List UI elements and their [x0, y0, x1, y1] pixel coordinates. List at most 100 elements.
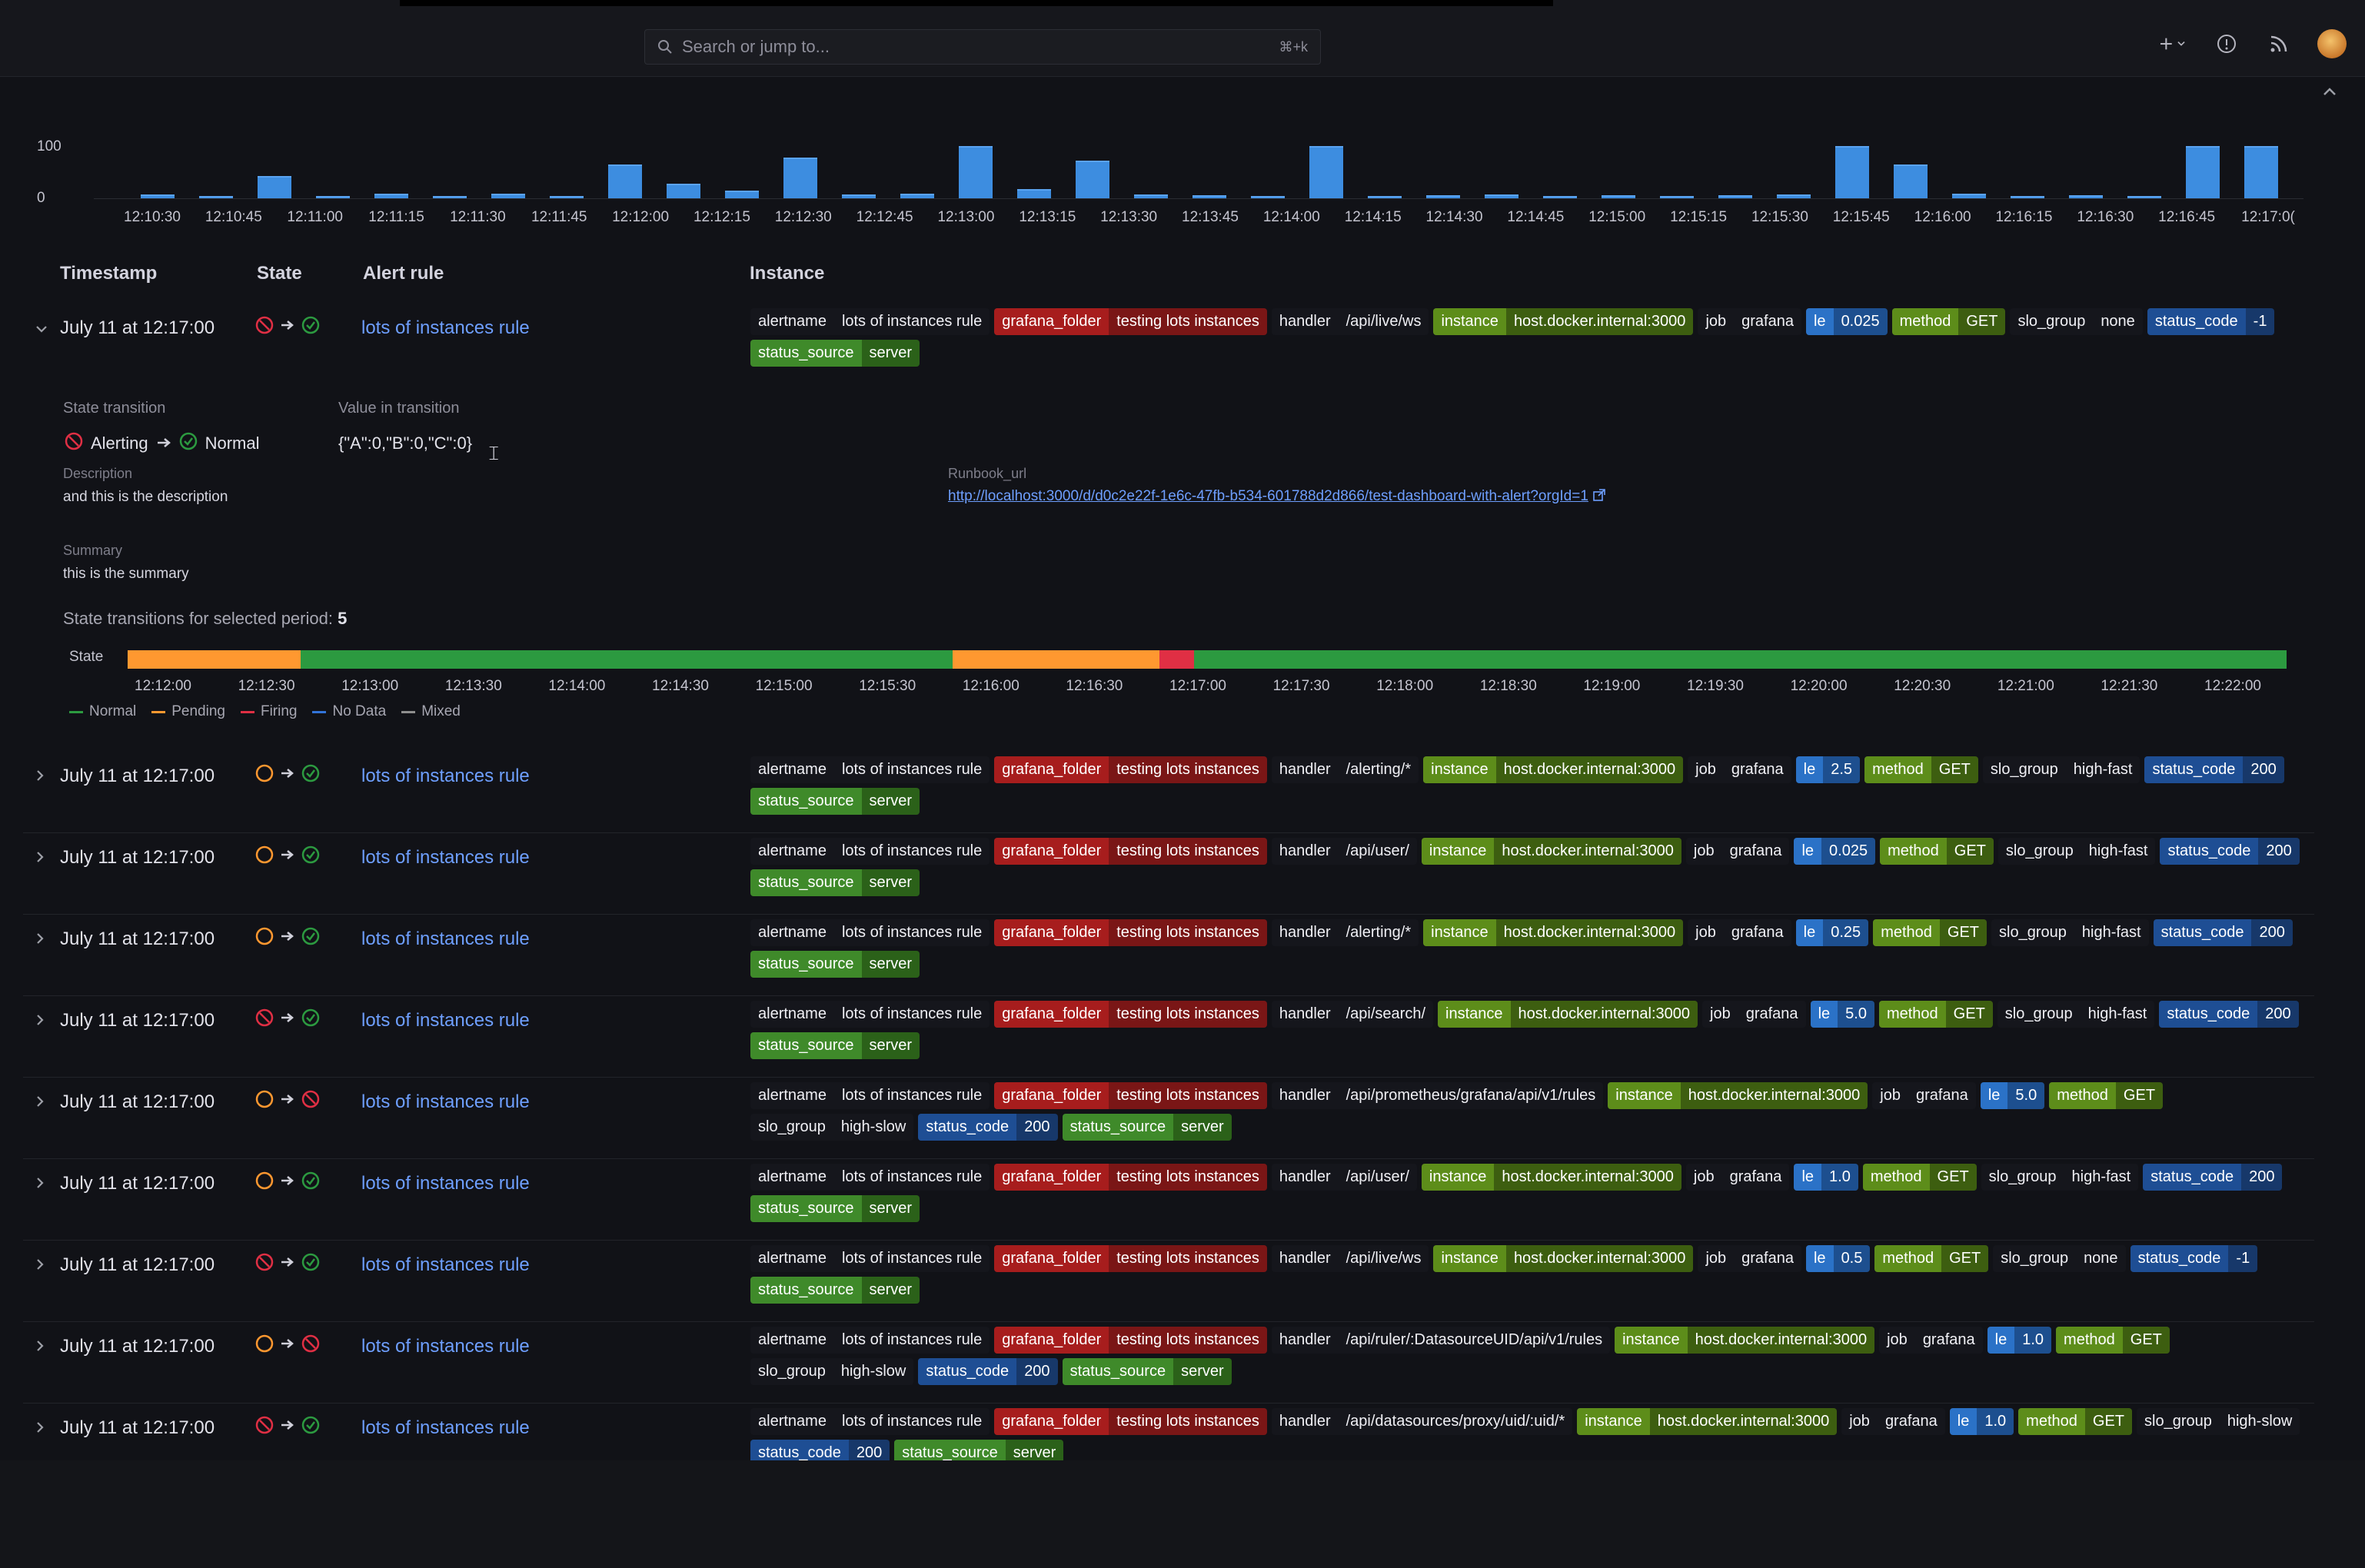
label-method[interactable]: method GET: [2056, 1327, 2170, 1354]
alert-rule-link[interactable]: lots of instances rule: [361, 1254, 530, 1275]
collapse-chevron-icon[interactable]: [2322, 86, 2337, 101]
label-grafana-folder[interactable]: grafana_folder testing lots instances: [994, 1082, 1267, 1109]
label-status-code[interactable]: status_code 200: [2144, 756, 2284, 783]
label-job[interactable]: job grafana: [1698, 308, 1801, 335]
label-status-source[interactable]: status_source server: [750, 869, 920, 896]
expand-row-chevron-icon[interactable]: [35, 769, 45, 786]
label-le[interactable]: le 1.0: [1949, 1408, 2014, 1435]
label-instance[interactable]: instance host.docker.internal:3000: [1577, 1408, 1838, 1435]
expand-row-chevron-icon[interactable]: [35, 932, 45, 949]
table-row[interactable]: July 11 at 12:17:00 lots of instances rul…: [23, 304, 2314, 380]
collapse-row-chevron-icon[interactable]: [35, 321, 48, 338]
label-job[interactable]: job grafana: [1702, 1001, 1806, 1028]
label-grafana-folder[interactable]: grafana_folder testing lots instances: [994, 308, 1267, 335]
timeline-segment-firing[interactable]: [1159, 650, 1195, 669]
label-grafana-folder[interactable]: grafana_folder testing lots instances: [994, 1408, 1267, 1435]
label-job[interactable]: job grafana: [1688, 919, 1791, 946]
expand-row-chevron-icon[interactable]: [35, 850, 45, 868]
label-handler[interactable]: handler/api/search/: [1271, 1001, 1434, 1028]
label-method[interactable]: method GET: [1891, 308, 2006, 335]
label-grafana-folder[interactable]: grafana_folder testing lots instances: [994, 1164, 1267, 1191]
label-method[interactable]: method GET: [1864, 756, 1978, 783]
alert-rule-link[interactable]: lots of instances rule: [361, 766, 530, 786]
label-status-source[interactable]: status_source server: [750, 340, 920, 367]
table-row[interactable]: July 11 at 12:17:00 lots of instances rul…: [23, 1159, 2314, 1241]
table-row[interactable]: July 11 at 12:17:00 lots of instances rul…: [23, 1078, 2314, 1159]
label-alertname[interactable]: alertname lots of instances rule: [750, 1082, 990, 1109]
label-method[interactable]: method GET: [2049, 1082, 2164, 1109]
label-job[interactable]: job grafana: [1698, 1245, 1801, 1272]
expand-row-chevron-icon[interactable]: [35, 1257, 45, 1275]
label-le[interactable]: le 0.025: [1794, 838, 1876, 865]
label-handler[interactable]: handler/api/user/: [1271, 1164, 1417, 1191]
label-handler[interactable]: handler/api/user/: [1271, 838, 1417, 865]
label-instance[interactable]: instance host.docker.internal:3000: [1421, 838, 1681, 865]
runbook-link[interactable]: http://localhost:3000/d/d0c2e22f-1e6c-47…: [948, 488, 1588, 504]
expand-row-chevron-icon[interactable]: [35, 1013, 45, 1031]
label-status-source[interactable]: status_source server: [1062, 1114, 1232, 1141]
label-le[interactable]: le 5.0: [1980, 1082, 2045, 1109]
label-grafana-folder[interactable]: grafana_folder testing lots instances: [994, 1327, 1267, 1354]
label-instance[interactable]: instance host.docker.internal:3000: [1423, 919, 1684, 946]
label-le[interactable]: le 0.025: [1805, 308, 1888, 335]
label-alertname[interactable]: alertname lots of instances rule: [750, 1001, 990, 1028]
label-alertname[interactable]: alertname lots of instances rule: [750, 1164, 990, 1191]
label-alertname[interactable]: alertname lots of instances rule: [750, 308, 990, 335]
label-status-code[interactable]: status_code 200: [2143, 1164, 2283, 1191]
label-alertname[interactable]: alertname lots of instances rule: [750, 756, 990, 783]
label-grafana-folder[interactable]: grafana_folder testing lots instances: [994, 1245, 1267, 1272]
table-row[interactable]: July 11 at 12:17:00 lots of instances rul…: [23, 996, 2314, 1078]
legend-item-normal[interactable]: Normal: [69, 703, 136, 720]
label-status-code[interactable]: status_code 200: [2153, 919, 2293, 946]
label-job[interactable]: job grafana: [1685, 1164, 1790, 1191]
label-handler[interactable]: handler/api/live/ws: [1271, 308, 1429, 335]
legend-item-no-data[interactable]: No Data: [312, 703, 386, 720]
label-alertname[interactable]: alertname lots of instances rule: [750, 1245, 990, 1272]
label-handler[interactable]: handler/alerting/*: [1271, 919, 1419, 946]
expand-row-chevron-icon[interactable]: [35, 1339, 45, 1357]
col-state[interactable]: State: [257, 263, 302, 284]
table-row[interactable]: July 11 at 12:17:00 lots of instances rul…: [23, 833, 2314, 915]
label-alertname[interactable]: alertname lots of instances rule: [750, 919, 990, 946]
label-slo-group[interactable]: slo_group none: [2010, 308, 2143, 335]
label-method[interactable]: method GET: [2018, 1408, 2133, 1435]
label-instance[interactable]: instance host.docker.internal:3000: [1615, 1327, 1875, 1354]
legend-item-pending[interactable]: Pending: [151, 703, 225, 720]
label-job[interactable]: job grafana: [1879, 1327, 1983, 1354]
table-row[interactable]: July 11 at 12:17:00 lots of instances rul…: [23, 1241, 2314, 1322]
news-feed-icon[interactable]: [2265, 30, 2293, 58]
table-row[interactable]: July 11 at 12:17:00 lots of instances rul…: [23, 915, 2314, 996]
label-instance[interactable]: instance host.docker.internal:3000: [1423, 756, 1684, 783]
label-status-source[interactable]: status_source server: [1062, 1358, 1232, 1385]
label-le[interactable]: le 2.5: [1795, 756, 1861, 783]
label-grafana-folder[interactable]: grafana_folder testing lots instances: [994, 919, 1267, 946]
label-status-source[interactable]: status_source server: [750, 1032, 920, 1059]
label-status-code[interactable]: status_code 200: [918, 1114, 1058, 1141]
label-le[interactable]: le 0.25: [1795, 919, 1869, 946]
label-job[interactable]: job grafana: [1872, 1082, 1976, 1109]
label-status-source[interactable]: status_source server: [750, 1195, 920, 1222]
search-bar[interactable]: Search or jump to... ⌘+k: [644, 29, 1321, 65]
label-alertname[interactable]: alertname lots of instances rule: [750, 838, 990, 865]
timeline-segment-normal[interactable]: [1194, 650, 2287, 669]
add-new-icon[interactable]: [2160, 30, 2188, 58]
label-handler[interactable]: handler/alerting/*: [1271, 756, 1419, 783]
label-alertname[interactable]: alertname lots of instances rule: [750, 1408, 990, 1435]
timeline-segment-normal[interactable]: [300, 650, 953, 669]
label-grafana-folder[interactable]: grafana_folder testing lots instances: [994, 756, 1267, 783]
label-method[interactable]: method GET: [1873, 919, 1987, 946]
label-instance[interactable]: instance host.docker.internal:3000: [1421, 1164, 1681, 1191]
label-le[interactable]: le 1.0: [1987, 1327, 2052, 1354]
label-alertname[interactable]: alertname lots of instances rule: [750, 1327, 990, 1354]
label-status-source[interactable]: status_source server: [750, 788, 920, 815]
label-method[interactable]: method GET: [1874, 1245, 1989, 1272]
external-link-icon[interactable]: [1593, 488, 1605, 505]
label-status-code[interactable]: status_code 200: [918, 1358, 1058, 1385]
help-icon[interactable]: [2213, 30, 2240, 58]
label-job[interactable]: job grafana: [1685, 838, 1790, 865]
table-row[interactable]: July 11 at 12:17:00 lots of instances rul…: [23, 1322, 2314, 1404]
alert-rule-link[interactable]: lots of instances rule: [361, 1417, 530, 1438]
label-handler[interactable]: handler/api/datasources/proxy/uid/:uid/*: [1271, 1408, 1573, 1435]
col-alert-rule[interactable]: Alert rule: [363, 263, 444, 284]
label-instance[interactable]: instance host.docker.internal:3000: [1608, 1082, 1868, 1109]
